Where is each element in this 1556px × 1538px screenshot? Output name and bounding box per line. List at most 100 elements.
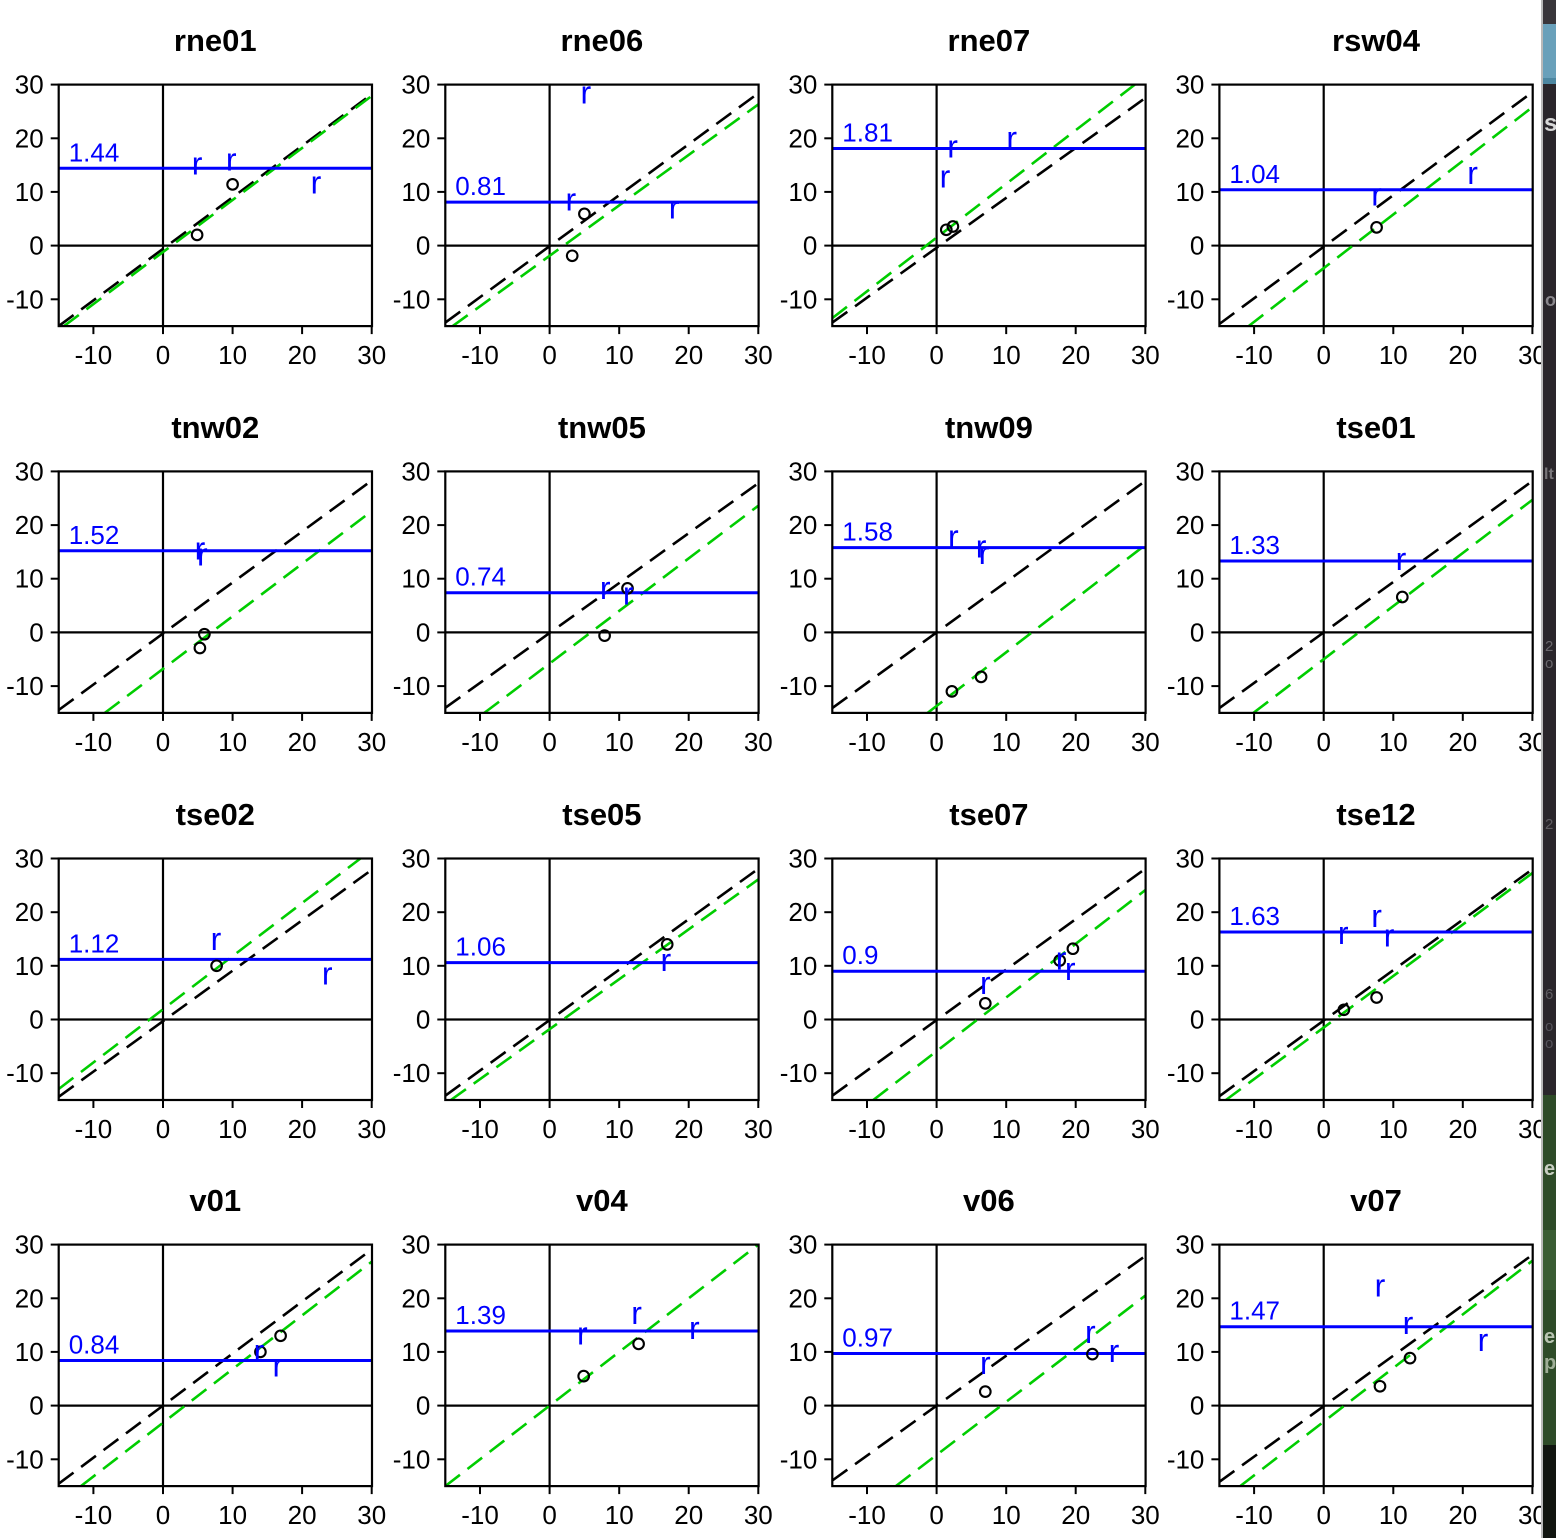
svg-text:0: 0	[803, 617, 817, 647]
svg-text:0: 0	[929, 727, 943, 757]
svg-text:r: r	[226, 141, 237, 177]
svg-text:20: 20	[1448, 1500, 1477, 1530]
svg-text:0: 0	[803, 1391, 817, 1421]
svg-text:tse07: tse07	[949, 797, 1028, 832]
svg-text:10: 10	[1175, 951, 1204, 981]
svg-text:-10: -10	[75, 1114, 113, 1144]
svg-text:10: 10	[218, 1114, 247, 1144]
svg-text:20: 20	[288, 1500, 317, 1530]
svg-text:30: 30	[1175, 70, 1204, 100]
svg-text:0: 0	[1190, 617, 1204, 647]
svg-text:r: r	[1403, 1305, 1414, 1341]
svg-text:r: r	[322, 956, 333, 992]
svg-text:20: 20	[288, 727, 317, 757]
svg-text:0: 0	[29, 1391, 43, 1421]
svg-text:10: 10	[401, 177, 430, 207]
svg-text:-10: -10	[393, 671, 431, 701]
svg-text:-10: -10	[780, 671, 818, 701]
svg-text:r: r	[1109, 1333, 1120, 1369]
svg-text:1.06: 1.06	[455, 932, 506, 962]
svg-text:-10: -10	[393, 1058, 431, 1088]
svg-text:10: 10	[992, 340, 1021, 370]
svg-text:20: 20	[401, 510, 430, 540]
svg-text:0.74: 0.74	[455, 562, 506, 592]
svg-text:0: 0	[416, 231, 430, 261]
svg-text:30: 30	[744, 340, 773, 370]
svg-text:0: 0	[542, 340, 556, 370]
svg-text:0: 0	[1190, 231, 1204, 261]
svg-text:30: 30	[357, 727, 386, 757]
svg-text:-10: -10	[848, 340, 886, 370]
svg-text:v01: v01	[189, 1183, 241, 1218]
svg-text:20: 20	[788, 1283, 817, 1313]
svg-text:10: 10	[1175, 564, 1204, 594]
svg-text:20: 20	[288, 340, 317, 370]
svg-text:20: 20	[674, 1114, 703, 1144]
svg-text:r: r	[272, 1348, 283, 1384]
svg-text:r: r	[1056, 941, 1067, 977]
svg-text:r: r	[669, 190, 680, 226]
svg-text:30: 30	[1131, 727, 1160, 757]
svg-text:20: 20	[401, 1283, 430, 1313]
svg-text:10: 10	[1379, 1114, 1408, 1144]
svg-text:r: r	[1065, 951, 1076, 987]
svg-text:v06: v06	[963, 1183, 1015, 1218]
svg-text:-10: -10	[6, 284, 44, 314]
svg-text:20: 20	[1061, 1114, 1090, 1144]
svg-text:30: 30	[401, 844, 430, 874]
svg-text:rsw04: rsw04	[1332, 23, 1421, 58]
svg-text:10: 10	[788, 951, 817, 981]
svg-text:r: r	[947, 129, 958, 165]
svg-text:30: 30	[1175, 456, 1204, 486]
svg-text:-10: -10	[461, 340, 499, 370]
svg-text:r: r	[980, 1345, 991, 1381]
svg-text:20: 20	[1448, 1114, 1477, 1144]
svg-text:-10: -10	[75, 340, 113, 370]
svg-text:20: 20	[15, 897, 44, 927]
svg-text:1.81: 1.81	[842, 118, 893, 148]
svg-text:0: 0	[1190, 1391, 1204, 1421]
svg-text:0: 0	[416, 1005, 430, 1035]
svg-text:10: 10	[15, 177, 44, 207]
svg-text:0: 0	[29, 617, 43, 647]
svg-text:r: r	[195, 530, 206, 566]
svg-text:v04: v04	[576, 1183, 628, 1218]
svg-text:1.47: 1.47	[1229, 1296, 1280, 1326]
svg-text:r: r	[1085, 1314, 1096, 1350]
svg-text:10: 10	[401, 564, 430, 594]
svg-text:20: 20	[1448, 340, 1477, 370]
svg-text:-10: -10	[6, 1444, 44, 1474]
svg-text:30: 30	[788, 1230, 817, 1260]
svg-text:tnw02: tnw02	[171, 410, 259, 445]
svg-text:-10: -10	[1235, 1500, 1273, 1530]
svg-text:10: 10	[992, 727, 1021, 757]
svg-text:-10: -10	[1235, 1114, 1273, 1144]
svg-text:r: r	[565, 181, 576, 217]
svg-text:30: 30	[357, 340, 386, 370]
svg-text:0: 0	[803, 231, 817, 261]
svg-text:10: 10	[605, 1500, 634, 1530]
svg-text:0: 0	[416, 617, 430, 647]
svg-text:10: 10	[1175, 1337, 1204, 1367]
svg-text:0: 0	[29, 231, 43, 261]
svg-text:0: 0	[1316, 727, 1330, 757]
svg-text:-10: -10	[461, 727, 499, 757]
svg-text:30: 30	[401, 1230, 430, 1260]
svg-text:-10: -10	[780, 1444, 818, 1474]
svg-text:10: 10	[1379, 1500, 1408, 1530]
svg-text:-10: -10	[1167, 1444, 1205, 1474]
svg-text:r: r	[1384, 918, 1395, 954]
svg-text:0.9: 0.9	[842, 940, 878, 970]
svg-text:1.04: 1.04	[1229, 159, 1280, 189]
svg-text:1.12: 1.12	[69, 928, 120, 958]
svg-text:20: 20	[1175, 897, 1204, 927]
svg-text:1.63: 1.63	[1229, 901, 1280, 931]
svg-text:30: 30	[744, 1114, 773, 1144]
svg-text:10: 10	[15, 951, 44, 981]
svg-text:tnw05: tnw05	[558, 410, 646, 445]
svg-text:0: 0	[1316, 1114, 1330, 1144]
svg-text:r: r	[1371, 176, 1382, 212]
svg-text:30: 30	[1131, 340, 1160, 370]
svg-text:30: 30	[788, 844, 817, 874]
svg-text:tse12: tse12	[1336, 797, 1415, 832]
